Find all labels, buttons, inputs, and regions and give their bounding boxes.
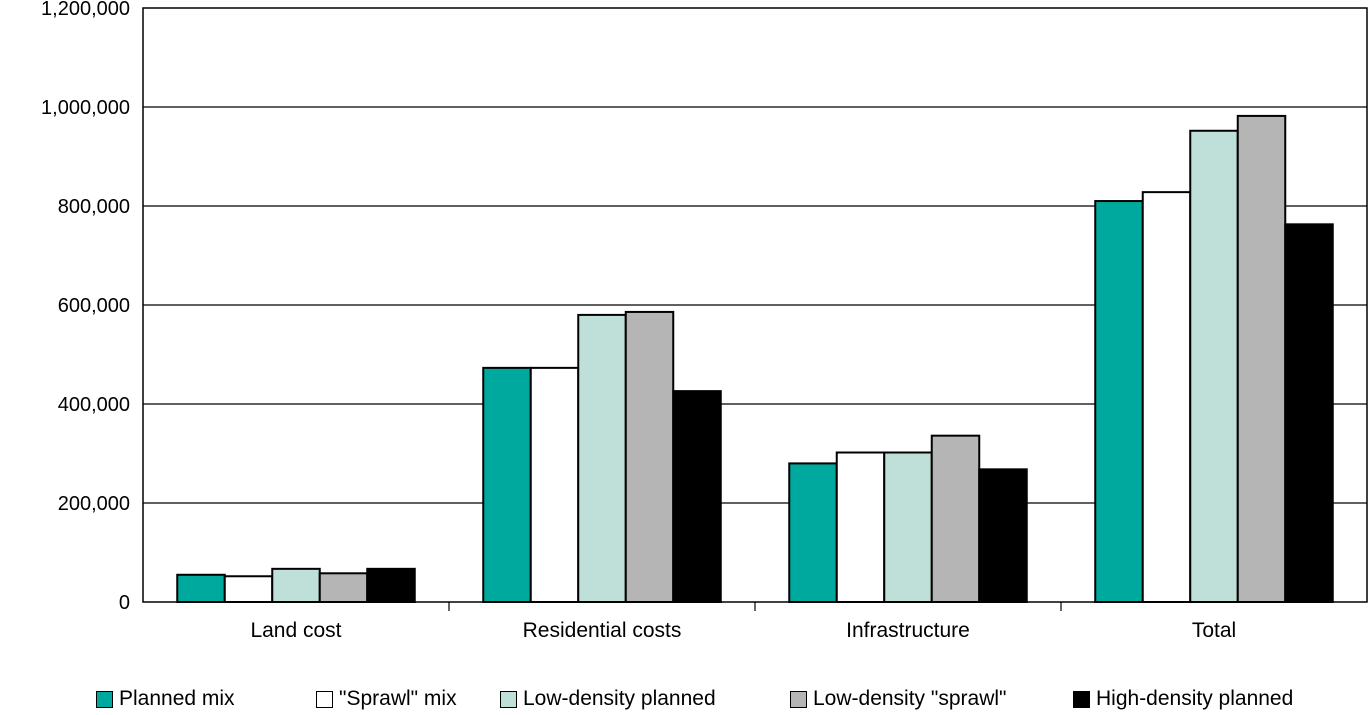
x-category-label: Total [1192,619,1236,642]
legend-item: High-density planned [1073,688,1293,710]
y-tick-label: 800,000 [58,196,130,218]
y-tick-label: 400,000 [58,394,130,416]
bar [978,468,1028,603]
bar [529,366,580,603]
y-axis-tick-labels: 0 200,000 400,000 600,000 800,000 1,000,000 1,… [41,0,130,614]
legend-item: Low-density planned [500,688,716,710]
legend-label: "Sprawl" mix [339,687,457,710]
legend-item: "Sprawl" mix [316,688,457,710]
legend-swatch [96,690,113,708]
bar [366,567,416,604]
bar [271,567,321,604]
bar [624,310,675,603]
legend-item: Planned mix [96,688,235,710]
bar [930,434,981,603]
bar [577,313,627,603]
bar [1189,129,1239,603]
legend-label: Low-density planned [523,687,716,710]
legend-swatch [790,690,807,708]
y-tick-label: 200,000 [58,493,130,515]
x-category-label: Infrastructure [846,619,970,642]
bar [1284,223,1334,603]
legend-swatch [316,690,333,708]
y-tick-label: 1,000,000 [41,97,130,119]
y-tick-label: 0 [119,592,130,614]
bar [788,462,838,603]
bar-chart: 0 200,000 400,000 600,000 800,000 1,000,000 1,… [41,0,1368,642]
y-tick-label: 600,000 [58,295,130,317]
bar [883,451,933,604]
bar [176,573,226,604]
legend: Planned mix "Sprawl" mix Low-density plann… [0,688,1372,710]
x-axis-category-labels: Land cost Residential costs Infrastructure… [250,619,1236,642]
x-axis-ticks [448,602,1062,611]
legend-item: Low-density "sprawl" [790,688,1006,710]
bar [482,366,532,603]
legend-swatch [500,690,517,708]
y-tick-label: 1,200,000 [41,0,130,20]
legend-label: Planned mix [119,687,235,710]
bar [835,451,886,604]
bars [176,114,1334,604]
x-category-label: Residential costs [523,619,682,642]
bar [318,572,369,603]
bar [1236,114,1287,603]
legend-swatch [1073,690,1090,708]
legend-label: High-density planned [1096,687,1294,710]
bar [1141,191,1192,603]
legend-label: Low-density "sprawl" [813,687,1007,710]
bar [672,390,722,603]
bar [223,575,274,604]
bar [1094,200,1144,604]
x-category-label: Land cost [250,619,341,642]
